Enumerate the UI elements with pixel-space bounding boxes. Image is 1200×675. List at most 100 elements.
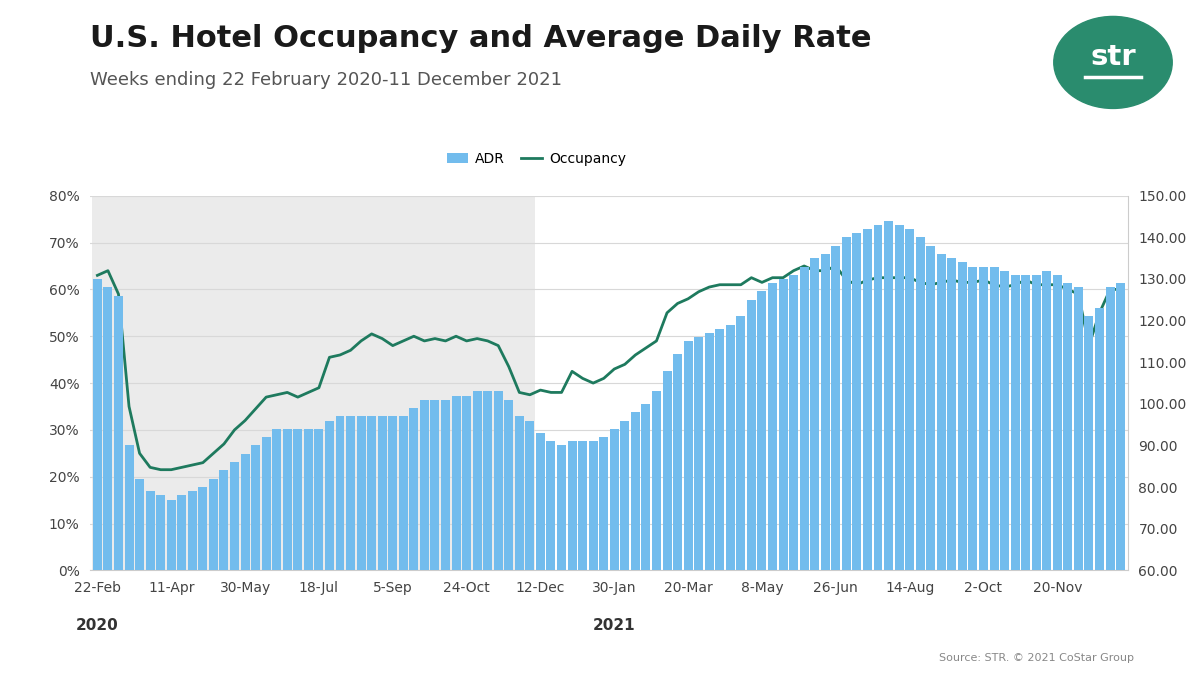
- Bar: [136, 479, 144, 675]
- Bar: [420, 400, 428, 675]
- Bar: [442, 400, 450, 675]
- Bar: [568, 441, 576, 675]
- Bar: [484, 392, 492, 675]
- Bar: [1021, 275, 1030, 675]
- Bar: [1032, 275, 1040, 675]
- Bar: [620, 421, 629, 675]
- Bar: [198, 487, 208, 675]
- Bar: [1043, 271, 1051, 675]
- Bar: [704, 333, 714, 675]
- Bar: [746, 300, 756, 675]
- Bar: [1000, 271, 1009, 675]
- Bar: [726, 325, 734, 675]
- Bar: [852, 234, 862, 675]
- Bar: [473, 392, 481, 675]
- Bar: [251, 446, 260, 675]
- Text: Weeks ending 22 February 2020-11 December 2021: Weeks ending 22 February 2020-11 Decembe…: [90, 71, 562, 89]
- Bar: [325, 421, 334, 675]
- Bar: [779, 279, 787, 675]
- Bar: [652, 392, 661, 675]
- Bar: [209, 479, 218, 675]
- Bar: [220, 470, 228, 675]
- Bar: [262, 437, 271, 675]
- Bar: [842, 238, 851, 675]
- Bar: [336, 416, 344, 675]
- Bar: [240, 454, 250, 675]
- Bar: [356, 416, 366, 675]
- Bar: [367, 416, 376, 675]
- Bar: [462, 396, 472, 675]
- Bar: [188, 491, 197, 675]
- Bar: [968, 267, 978, 675]
- Bar: [145, 491, 155, 675]
- Bar: [916, 238, 925, 675]
- Bar: [937, 254, 946, 675]
- Bar: [398, 416, 408, 675]
- Bar: [832, 246, 840, 675]
- Bar: [1085, 317, 1093, 675]
- Bar: [92, 196, 535, 570]
- Bar: [990, 267, 998, 675]
- Bar: [979, 267, 988, 675]
- Bar: [557, 446, 566, 675]
- Bar: [304, 429, 313, 675]
- Bar: [790, 275, 798, 675]
- Bar: [389, 416, 397, 675]
- Bar: [1010, 275, 1020, 675]
- Bar: [546, 441, 556, 675]
- Text: 2020: 2020: [76, 618, 119, 633]
- Bar: [178, 495, 186, 675]
- Bar: [631, 412, 640, 675]
- Bar: [283, 429, 292, 675]
- Bar: [451, 396, 461, 675]
- Bar: [230, 462, 239, 675]
- Bar: [346, 416, 355, 675]
- Bar: [167, 500, 175, 675]
- Bar: [958, 263, 967, 675]
- Bar: [493, 392, 503, 675]
- Bar: [1116, 284, 1126, 675]
- Bar: [293, 429, 302, 675]
- Bar: [1096, 308, 1104, 675]
- Bar: [526, 421, 534, 675]
- Bar: [694, 338, 703, 675]
- Bar: [737, 317, 745, 675]
- Bar: [895, 225, 904, 675]
- Bar: [589, 441, 598, 675]
- Bar: [1063, 284, 1073, 675]
- Bar: [409, 408, 419, 675]
- Legend: ADR, Occupancy: ADR, Occupancy: [442, 146, 631, 171]
- Bar: [536, 433, 545, 675]
- Bar: [715, 329, 725, 675]
- Bar: [821, 254, 829, 675]
- Bar: [272, 429, 281, 675]
- Bar: [947, 258, 956, 675]
- Bar: [1105, 288, 1115, 675]
- Bar: [504, 400, 514, 675]
- Bar: [314, 429, 323, 675]
- Bar: [684, 342, 692, 675]
- Bar: [757, 292, 767, 675]
- Bar: [599, 437, 608, 675]
- Text: 2021: 2021: [593, 618, 636, 633]
- Bar: [799, 267, 809, 675]
- Bar: [673, 354, 682, 675]
- Bar: [1052, 275, 1062, 675]
- Bar: [884, 221, 893, 675]
- Bar: [662, 371, 672, 675]
- Bar: [114, 296, 122, 675]
- Bar: [863, 229, 872, 675]
- Bar: [578, 441, 587, 675]
- Bar: [768, 284, 776, 675]
- Bar: [642, 404, 650, 675]
- Bar: [92, 279, 102, 675]
- Bar: [926, 246, 935, 675]
- Bar: [1074, 288, 1082, 675]
- Bar: [905, 229, 914, 675]
- Circle shape: [1054, 16, 1172, 109]
- Bar: [515, 416, 524, 675]
- Text: U.S. Hotel Occupancy and Average Daily Rate: U.S. Hotel Occupancy and Average Daily R…: [90, 24, 871, 53]
- Text: Source: STR. © 2021 CoStar Group: Source: STR. © 2021 CoStar Group: [940, 653, 1134, 663]
- Bar: [610, 429, 619, 675]
- Text: str: str: [1090, 43, 1136, 71]
